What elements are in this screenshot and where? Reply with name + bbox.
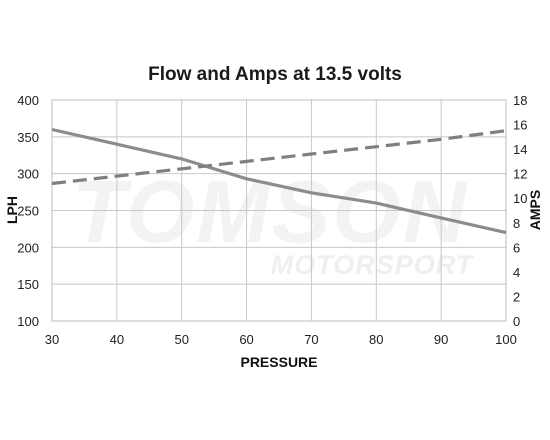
y2-tick-label: 2 (513, 289, 520, 304)
amps-series-line (51, 129, 507, 186)
x-tick-label: 90 (434, 332, 448, 347)
y2-tick-label: 12 (513, 167, 527, 182)
y-tick-label: 150 (17, 277, 39, 292)
watermark-sub: MOTORSPORT (271, 250, 475, 280)
y2-tick-label: 10 (513, 191, 527, 206)
y-tick-label: 300 (17, 167, 39, 182)
y-axis-label: LPH (4, 196, 20, 224)
x-tick-label: 50 (174, 332, 188, 347)
y2-axis-label: AMPS (527, 190, 543, 230)
y-tick-label: 350 (17, 130, 39, 145)
x-tick-label: 100 (495, 332, 517, 347)
y2-tick-label: 4 (513, 265, 520, 280)
y2-tick-label: 18 (513, 93, 527, 108)
flow-series-line (51, 127, 507, 235)
gridlines (51, 99, 507, 322)
plot-area-border (51, 99, 507, 322)
y-tick-label: 200 (17, 240, 39, 255)
x-tick-label: 30 (45, 332, 59, 347)
chart-title: Flow and Amps at 13.5 volts (148, 64, 402, 85)
y-tick-label: 100 (17, 314, 39, 329)
series-layer (51, 127, 507, 235)
x-tick-label: 60 (239, 332, 253, 347)
x-tick-label: 40 (110, 332, 124, 347)
y2-tick-label: 8 (513, 216, 520, 231)
y2-tick-label: 6 (513, 240, 520, 255)
x-tick-label: 70 (304, 332, 318, 347)
y-tick-label: 250 (17, 204, 39, 219)
x-tick-label: 80 (369, 332, 383, 347)
y2-tick-label: 0 (513, 314, 520, 329)
y2-tick-label: 16 (513, 118, 527, 133)
tick-labels: 100 150 200 250 300 350 400 0 2 4 6 8 10 12 14 16 18 30 40… (17, 93, 527, 347)
x-axis-label: PRESSURE (240, 354, 317, 370)
watermark-brand: TOMSON (72, 162, 469, 261)
y2-tick-label: 14 (513, 142, 527, 157)
y-tick-label: 400 (17, 93, 39, 108)
watermark: TOMSON MOTORSPORT (72, 162, 475, 280)
